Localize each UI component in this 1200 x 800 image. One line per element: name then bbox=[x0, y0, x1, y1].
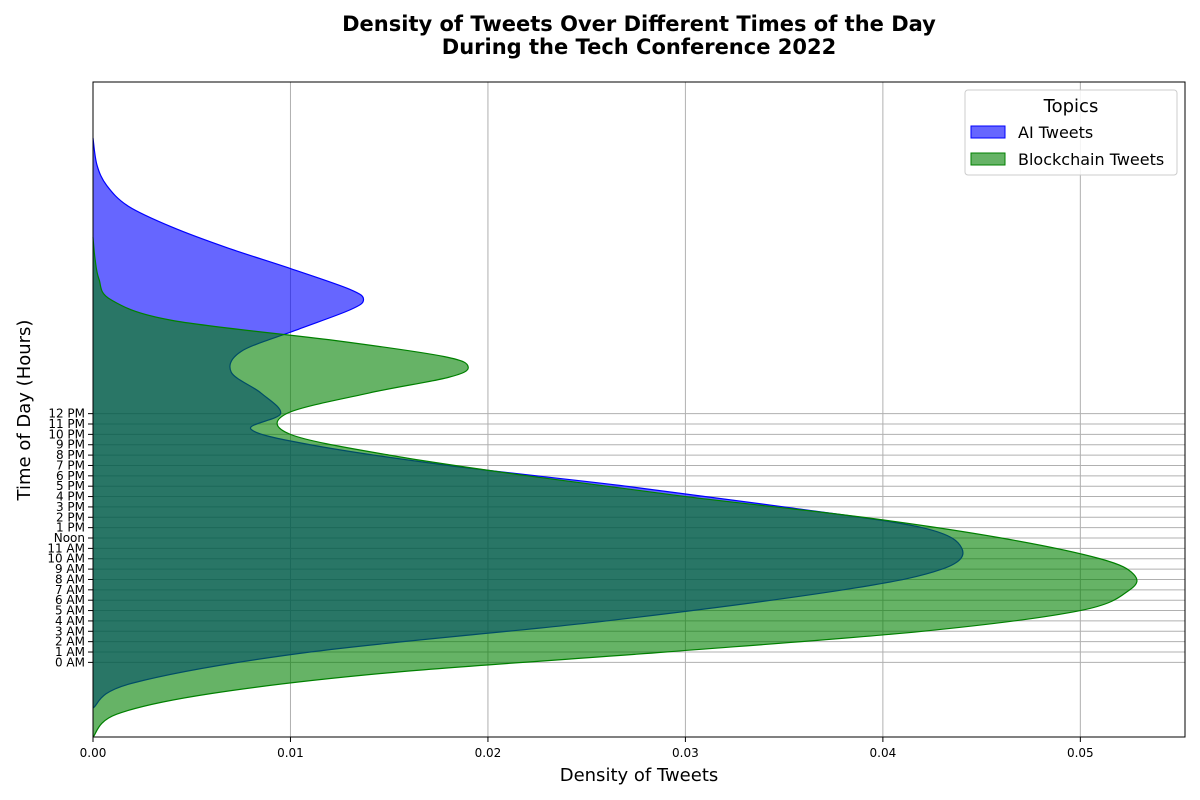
legend: Topics AI Tweets Blockchain Tweets bbox=[964, 89, 1178, 176]
y-tick-label: 12 PM bbox=[48, 407, 85, 421]
line-blockchain-tweets bbox=[92, 237, 1138, 738]
y-tick-label: 8 AM bbox=[55, 572, 85, 586]
y-tick-label: 6 AM bbox=[55, 593, 85, 607]
area-blockchain-tweets bbox=[93, 237, 1137, 737]
legend-swatch-blockchain-tweets bbox=[970, 152, 1006, 166]
density-areas bbox=[92, 137, 1138, 738]
x-tick-label: 0.05 bbox=[1067, 746, 1094, 760]
x-tick-label: 0.03 bbox=[672, 746, 699, 760]
y-tick-label: 2 AM bbox=[55, 635, 85, 649]
plot-frame bbox=[92, 81, 1186, 738]
legend-title: Topics bbox=[1043, 96, 1099, 117]
y-tick-label: 0 AM bbox=[55, 655, 85, 669]
chart-title-line-1: Density of Tweets Over Different Times o… bbox=[342, 12, 936, 36]
y-tick-label: 11 PM bbox=[48, 417, 85, 431]
y-tick-label: 4 AM bbox=[55, 614, 85, 628]
legend-label-blockchain-tweets: Blockchain Tweets bbox=[1018, 150, 1164, 169]
y-tick-label: Noon bbox=[54, 531, 85, 545]
chart-title-line-2: During the Tech Conference 2022 bbox=[442, 35, 836, 59]
y-tick-label: 10 PM bbox=[48, 427, 85, 441]
y-tick-label: 1 PM bbox=[56, 521, 85, 535]
legend-label-ai-tweets: AI Tweets bbox=[1018, 123, 1093, 142]
y-tick-label: 9 PM bbox=[56, 438, 85, 452]
chart-title: Density of Tweets Over Different Times o… bbox=[342, 12, 936, 59]
y-axis-ticks: 0 AM1 AM2 AM3 AM4 AM5 AM6 AM7 AM8 AM9 AM… bbox=[47, 407, 93, 669]
y-tick-label: 5 PM bbox=[56, 479, 85, 493]
y-axis-label: Time of Day (Hours) bbox=[14, 320, 35, 502]
x-tick-label: 0.04 bbox=[870, 746, 897, 760]
x-axis-ticks: 0.00 0.01 0.02 0.03 0.04 0.05 bbox=[80, 737, 1094, 760]
y-tick-label: 6 PM bbox=[56, 469, 85, 483]
y-tick-label: 10 AM bbox=[47, 552, 85, 566]
y-tick-label: 7 AM bbox=[55, 583, 85, 597]
x-tick-label: 0.01 bbox=[277, 746, 304, 760]
legend-box bbox=[964, 89, 1178, 176]
y-tick-label: 5 AM bbox=[55, 604, 85, 618]
y-tick-label: 3 PM bbox=[56, 500, 85, 514]
x-axis-label: Density of Tweets bbox=[560, 765, 719, 786]
y-tick-label: 8 PM bbox=[56, 448, 85, 462]
x-tick-label: 0.00 bbox=[80, 746, 107, 760]
y-tick-label: 3 AM bbox=[55, 624, 85, 638]
y-tick-label: 1 AM bbox=[55, 645, 85, 659]
y-tick-label: 2 PM bbox=[56, 510, 85, 524]
y-tick-label: 7 PM bbox=[56, 458, 85, 472]
y-tick-label: 9 AM bbox=[55, 562, 85, 576]
x-tick-label: 0.02 bbox=[475, 746, 502, 760]
legend-swatch-ai-tweets bbox=[970, 125, 1006, 139]
y-tick-label: 11 AM bbox=[47, 541, 85, 555]
y-tick-label: 4 PM bbox=[56, 490, 85, 504]
